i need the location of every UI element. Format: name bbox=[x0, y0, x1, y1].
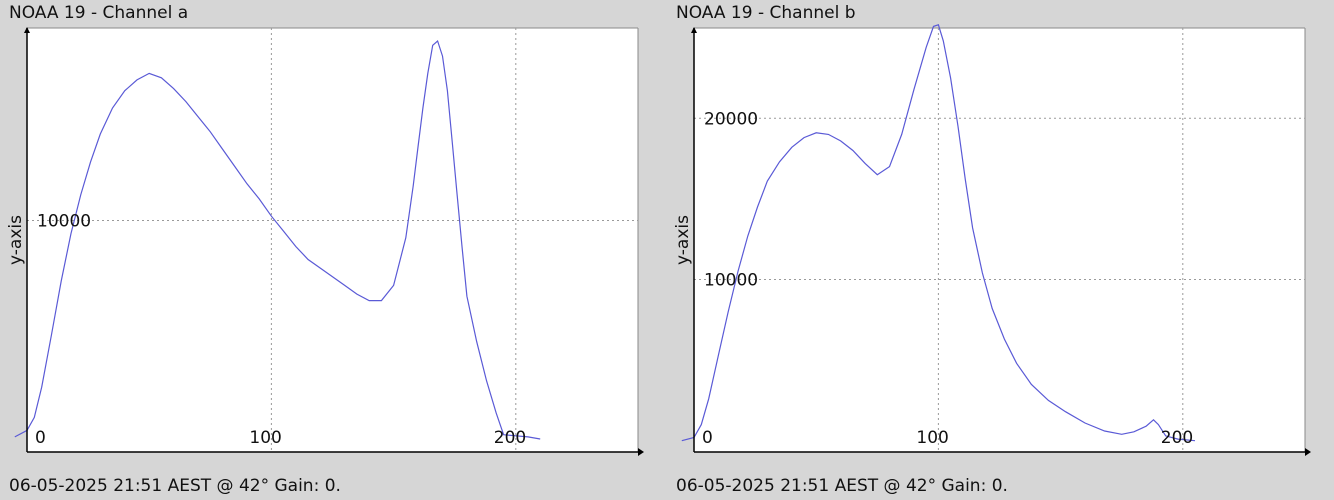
chart-plot: 0 100 200 10000 20000 y-axis bbox=[673, 24, 1311, 456]
plot-area bbox=[27, 28, 638, 452]
chart-plot: 0 100 200 10000 y-axis bbox=[6, 27, 644, 456]
y-tick-label: 10000 bbox=[37, 212, 91, 232]
x-axis-arrow bbox=[1305, 448, 1311, 456]
x-tick-label: 0 bbox=[35, 428, 46, 448]
plot-area bbox=[694, 28, 1305, 452]
y-axis-arrow bbox=[691, 27, 697, 33]
chart-title: NOAA 19 - Channel b bbox=[676, 3, 856, 23]
chart-panel-channel-a: NOAA 19 - Channel a 0 100 200 10000 y-axis 0… bbox=[6, 3, 644, 496]
x-tick-label: 100 bbox=[916, 428, 948, 448]
x-tick-label: 0 bbox=[702, 428, 713, 448]
x-tick-label: 200 bbox=[494, 428, 526, 448]
y-tick-label: 10000 bbox=[704, 270, 758, 290]
chart-footer: 06-05-2025 21:51 AEST @ 42° Gain: 0. bbox=[676, 476, 1008, 496]
chart-footer: 06-05-2025 21:51 AEST @ 42° Gain: 0. bbox=[9, 476, 341, 496]
y-tick-label: 20000 bbox=[704, 109, 758, 129]
y-axis-label: y-axis bbox=[6, 215, 26, 265]
chart-title: NOAA 19 - Channel a bbox=[9, 3, 189, 23]
x-tick-label: 100 bbox=[249, 428, 281, 448]
x-axis-arrow bbox=[638, 448, 644, 456]
series-line bbox=[14, 39, 541, 440]
y-axis-arrow bbox=[24, 27, 30, 33]
series-line bbox=[681, 24, 1196, 442]
y-axis-label: y-axis bbox=[673, 215, 693, 265]
chart-panel-channel-b: NOAA 19 - Channel b 0 100 200 10000 20000 y-a… bbox=[667, 0, 1334, 500]
x-tick-label: 200 bbox=[1161, 428, 1193, 448]
